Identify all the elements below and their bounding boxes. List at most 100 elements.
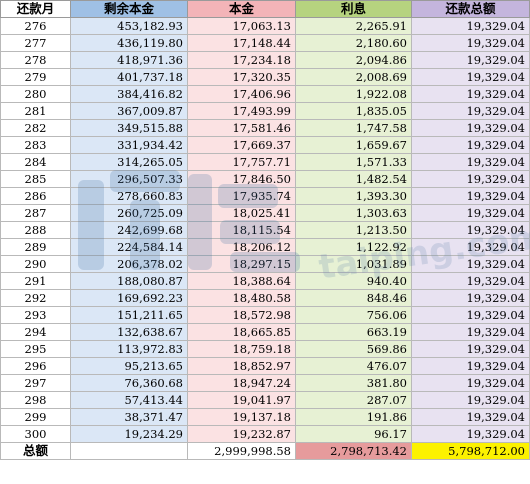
interest-cell: 1,747.58 [295,119,412,137]
interest-cell: 1,482.54 [295,170,412,188]
remaining-principal-cell: 38,371.47 [70,408,188,426]
interest-cell: 1,922.08 [295,85,412,103]
amortization-sheet: 还款月 剩余本金 本金 利息 还款总额 276 453,182.93 17,063.… [0,0,530,460]
table-row: 291 188,080.87 18,388.64 940.40 19,329.04 [0,272,530,290]
month-cell: 300 [0,425,71,443]
interest-cell: 381.80 [295,374,412,392]
principal-cell: 19,041.97 [187,391,296,409]
total-payment-cell: 19,329.04 [411,306,530,324]
month-cell: 295 [0,340,71,358]
month-cell: 299 [0,408,71,426]
interest-cell: 1,303.63 [295,204,412,222]
remaining-principal-cell: 349,515.88 [70,119,188,137]
principal-cell: 17,063.13 [187,17,296,35]
total-payment-cell: 19,329.04 [411,391,530,409]
header-total-payment: 还款总额 [411,0,530,18]
remaining-principal-cell: 453,182.93 [70,17,188,35]
remaining-principal-cell: 151,211.65 [70,306,188,324]
total-payment-cell: 19,329.04 [411,204,530,222]
month-cell: 277 [0,34,71,52]
interest-cell: 1,835.05 [295,102,412,120]
total-payment-cell: 19,329.04 [411,119,530,137]
header-remaining-principal: 剩余本金 [70,0,188,18]
total-payment-cell: 19,329.04 [411,323,530,341]
blank-area [0,462,530,484]
interest-cell: 476.07 [295,357,412,375]
total-payment-cell: 19,329.04 [411,289,530,307]
total-payment-cell: 19,329.04 [411,255,530,273]
totals-interest: 2,798,713.42 [295,442,412,460]
total-payment-cell: 19,329.04 [411,221,530,239]
principal-cell: 17,320.35 [187,68,296,86]
total-payment-cell: 19,329.04 [411,34,530,52]
month-cell: 297 [0,374,71,392]
interest-cell: 287.07 [295,391,412,409]
month-cell: 298 [0,391,71,409]
total-payment-cell: 19,329.04 [411,170,530,188]
principal-cell: 18,480.58 [187,289,296,307]
month-cell: 293 [0,306,71,324]
month-cell: 288 [0,221,71,239]
interest-cell: 848.46 [295,289,412,307]
total-payment-cell: 19,329.04 [411,187,530,205]
principal-cell: 17,935.74 [187,187,296,205]
month-cell: 290 [0,255,71,273]
principal-cell: 18,947.24 [187,374,296,392]
remaining-principal-cell: 418,971.36 [70,51,188,69]
remaining-principal-cell: 206,378.02 [70,255,188,273]
totals-remaining [70,442,188,460]
table-row: 298 57,413.44 19,041.97 287.07 19,329.04 [0,391,530,409]
total-payment-cell: 19,329.04 [411,272,530,290]
table-row: 285 296,507.33 17,846.50 1,482.54 19,329.04 [0,170,530,188]
remaining-principal-cell: 132,638.67 [70,323,188,341]
interest-cell: 1,659.67 [295,136,412,154]
table-row: 296 95,213.65 18,852.97 476.07 19,329.04 [0,357,530,375]
interest-cell: 756.06 [295,306,412,324]
interest-cell: 2,180.60 [295,34,412,52]
month-cell: 291 [0,272,71,290]
table-row: 289 224,584.14 18,206.12 1,122.92 19,329.04 [0,238,530,256]
table-row: 288 242,699.68 18,115.54 1,213.50 19,329.04 [0,221,530,239]
principal-cell: 19,137.18 [187,408,296,426]
principal-cell: 17,493.99 [187,102,296,120]
remaining-principal-cell: 188,080.87 [70,272,188,290]
remaining-principal-cell: 57,413.44 [70,391,188,409]
total-payment-cell: 19,329.04 [411,357,530,375]
table-row: 292 169,692.23 18,480.58 848.46 19,329.04 [0,289,530,307]
interest-cell: 663.19 [295,323,412,341]
interest-cell: 569.86 [295,340,412,358]
principal-cell: 18,297.15 [187,255,296,273]
interest-cell: 1,571.33 [295,153,412,171]
table-row: 286 278,660.83 17,935.74 1,393.30 19,329.04 [0,187,530,205]
totals-principal: 2,999,998.58 [187,442,296,460]
remaining-principal-cell: 224,584.14 [70,238,188,256]
principal-cell: 18,759.18 [187,340,296,358]
total-payment-cell: 19,329.04 [411,425,530,443]
month-cell: 279 [0,68,71,86]
month-cell: 282 [0,119,71,137]
interest-cell: 2,265.91 [295,17,412,35]
total-payment-cell: 19,329.04 [411,17,530,35]
interest-cell: 2,008.69 [295,68,412,86]
principal-cell: 19,232.87 [187,425,296,443]
totals-grand-total: 5,798,712.00 [411,442,530,460]
table-row: 280 384,416.82 17,406.96 1,922.08 19,329.04 [0,85,530,103]
total-payment-cell: 19,329.04 [411,51,530,69]
principal-cell: 18,025.41 [187,204,296,222]
total-payment-cell: 19,329.04 [411,340,530,358]
month-cell: 287 [0,204,71,222]
header-month: 还款月 [0,0,71,18]
principal-cell: 17,234.18 [187,51,296,69]
interest-cell: 96.17 [295,425,412,443]
header-interest: 利息 [295,0,412,18]
month-cell: 289 [0,238,71,256]
remaining-principal-cell: 169,692.23 [70,289,188,307]
principal-cell: 18,206.12 [187,238,296,256]
table-row: 287 260,725.09 18,025.41 1,303.63 19,329.04 [0,204,530,222]
totals-label: 总额 [0,442,71,460]
table-row: 276 453,182.93 17,063.13 2,265.91 19,329.04 [0,17,530,35]
principal-cell: 18,388.64 [187,272,296,290]
principal-cell: 18,572.98 [187,306,296,324]
interest-cell: 2,094.86 [295,51,412,69]
header-row: 还款月 剩余本金 本金 利息 还款总额 [0,0,530,18]
